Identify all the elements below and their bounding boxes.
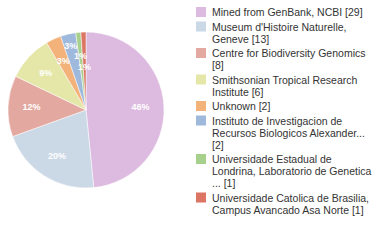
- legend-label-line: Londrina, Laboratorio de Genetica: [212, 165, 372, 177]
- legend-label-line: [2]: [212, 139, 224, 151]
- legend-label-line: Recursos Biologicos Alexander...: [212, 127, 365, 139]
- legend-label-line: Campus Avancado Asa Norte [1]: [212, 204, 364, 216]
- legend-swatch: [196, 154, 206, 164]
- legend-label-line: Institute [6]: [212, 86, 263, 98]
- legend: Mined from GenBank, NCBI [29] Museum d'Hi…: [196, 6, 372, 216]
- legend-label-line: Geneve [13]: [212, 33, 269, 45]
- data-label: 3%: [57, 56, 70, 66]
- slices: [8, 32, 164, 188]
- pie-slice: [86, 32, 164, 188]
- data-label: 20%: [48, 151, 66, 161]
- data-label: 1%: [74, 51, 87, 61]
- legend-label: Unknown [2]: [212, 100, 270, 112]
- legend-label-line: Instituto de Investigacion de: [212, 115, 342, 127]
- legend-label: Universidade Catolica de Brasilia,Campus…: [212, 192, 369, 216]
- legend-swatch: [196, 75, 206, 85]
- legend-swatch: [196, 101, 206, 111]
- legend-swatch: [196, 7, 206, 17]
- legend-swatch: [196, 193, 206, 203]
- legend-swatch: [196, 48, 206, 58]
- legend-label-line: Universidade Estadual de: [212, 153, 332, 165]
- data-label: 46%: [132, 102, 150, 112]
- legend-label: Universidade Estadual deLondrina, Labora…: [212, 153, 372, 189]
- legend-label: Smithsonian Tropical ResearchInstitute […: [212, 74, 357, 98]
- legend-label-line: Unknown [2]: [212, 100, 270, 112]
- legend-label: Museum d'Histoire Naturelle,Geneve [13]: [212, 21, 346, 45]
- data-label: 9%: [39, 68, 52, 78]
- data-label: 3%: [64, 41, 77, 51]
- legend-label-line: Museum d'Histoire Naturelle,: [212, 21, 346, 33]
- legend-label: Centre for Biodiversity Genomics[8]: [212, 47, 365, 71]
- legend-swatch: [196, 116, 206, 126]
- legend-label-line: [8]: [212, 59, 224, 71]
- legend-label: Instituto de Investigacion deRecursos Bi…: [212, 115, 365, 151]
- legend-label-line: ... [1]: [212, 177, 235, 189]
- legend-label-line: Smithsonian Tropical Research: [212, 74, 357, 86]
- legend-label-line: Mined from GenBank, NCBI [29]: [212, 6, 363, 18]
- legend-swatch: [196, 22, 206, 32]
- legend-label-line: Universidade Catolica de Brasilia,: [212, 192, 369, 204]
- legend-label: Mined from GenBank, NCBI [29]: [212, 6, 363, 18]
- data-labels: 46%20%12%9%3%3%1%1%: [22, 41, 149, 162]
- data-label: 1%: [78, 62, 91, 72]
- data-label: 12%: [22, 102, 40, 112]
- chart: 46%20%12%9%3%3%1%1%Mined from GenBank, N…: [0, 0, 380, 240]
- legend-label-line: Centre for Biodiversity Genomics: [212, 47, 365, 59]
